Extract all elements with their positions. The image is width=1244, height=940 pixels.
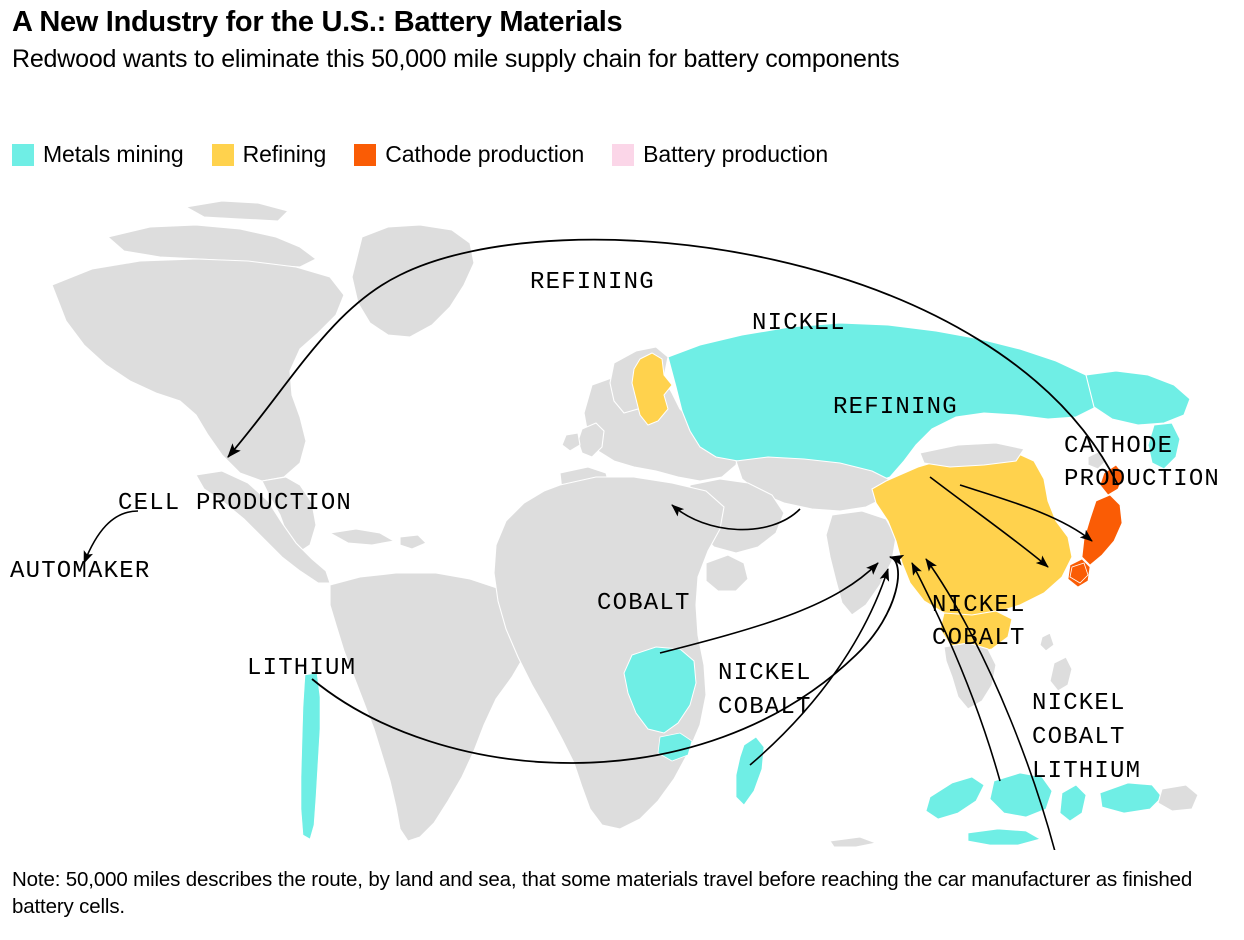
map-label-cathode-production-line1: CATHODE xyxy=(1064,433,1173,460)
region-indonesia-papua xyxy=(1099,782,1163,814)
region-caribbean xyxy=(328,528,396,546)
region-russia-kamchatka xyxy=(1147,422,1181,470)
region-taiwan xyxy=(1039,632,1055,652)
region-png xyxy=(1157,784,1199,812)
region-canada-arctic xyxy=(106,224,318,268)
map-label-indonesia-line1: NICKEL xyxy=(932,592,1026,619)
legend-item-refining: Refining xyxy=(211,141,327,167)
region-us-southeast xyxy=(261,476,317,554)
map-labels: CELL PRODUCTION AUTOMAKER REFINING NICKE… xyxy=(10,269,1220,785)
legend-label-cathode-production: Cathode production xyxy=(385,141,585,167)
legend-label-metals-mining: Metals mining xyxy=(43,141,184,167)
map-label-lithium-chile: LITHIUM xyxy=(247,655,356,682)
region-arctic-islands-2 xyxy=(184,200,290,222)
region-china-south xyxy=(939,610,1013,654)
page-subtitle: Redwood wants to eliminate this 50,000 m… xyxy=(12,45,900,73)
map-landmasses xyxy=(51,200,1199,848)
map-label-madagascar-line2: COBALT xyxy=(718,694,812,721)
map-label-refining-europe: REFINING xyxy=(530,269,655,296)
supply-chain-flows xyxy=(83,238,1119,850)
legend-swatch-battery-production xyxy=(612,143,635,166)
flow-cathode-to-cell-production xyxy=(227,238,1119,486)
legend-label-battery-production: Battery production xyxy=(643,141,829,167)
legend-label-refining: Refining xyxy=(242,141,327,167)
map-label-refining-china: REFINING xyxy=(833,394,958,421)
world-map: CELL PRODUCTION AUTOMAKER REFINING NICKE… xyxy=(0,185,1244,850)
flow-madagascar-to-china xyxy=(749,568,890,766)
map-label-nickel-russia: NICKEL xyxy=(752,310,846,337)
legend-swatch-metals-mining xyxy=(12,143,34,166)
region-antarctica-hint xyxy=(829,836,878,848)
region-indonesia-java xyxy=(967,828,1042,846)
region-drc xyxy=(623,646,697,734)
region-indonesia-sumatra xyxy=(925,776,985,820)
region-central-america xyxy=(195,470,331,584)
chart-note: Note: 50,000 miles describes the route, … xyxy=(12,868,1193,918)
region-indonesia-sulawesi xyxy=(1059,784,1087,822)
flow-lithium-chile-to-china xyxy=(311,554,905,764)
region-philippines xyxy=(1049,656,1073,692)
flow-australia-to-china xyxy=(925,558,1056,850)
legend: Metals mining Refining Cathode productio… xyxy=(12,143,856,166)
map-label-cell-production: CELL PRODUCTION xyxy=(118,490,352,517)
region-russia-far-east xyxy=(1085,370,1191,426)
region-russia xyxy=(667,322,1103,486)
region-japan xyxy=(1099,464,1125,496)
region-finland xyxy=(631,352,673,426)
region-indonesia-borneo xyxy=(989,772,1053,818)
legend-swatch-refining xyxy=(211,143,234,166)
map-label-cobalt-drc: COBALT xyxy=(597,590,691,617)
map-label-indonesia-line2: COBALT xyxy=(932,625,1026,652)
flow-china-to-korea xyxy=(929,476,1049,568)
legend-item-metals-mining: Metals mining xyxy=(12,143,184,166)
page-title: A New Industry for the U.S.: Battery Mat… xyxy=(12,6,623,38)
region-mongolia xyxy=(919,442,1025,468)
region-madagascar xyxy=(735,736,765,806)
region-caribbean-2 xyxy=(399,534,427,550)
flow-cell-production-to-automaker xyxy=(83,510,139,564)
map-label-madagascar-line1: NICKEL xyxy=(718,660,812,687)
map-label-automaker: AUTOMAKER xyxy=(10,558,150,585)
flow-china-to-japan xyxy=(959,484,1093,542)
region-north-america xyxy=(51,258,345,482)
map-label-australia-line3: LITHIUM xyxy=(1032,758,1141,785)
legend-item-battery-production: Battery production xyxy=(612,143,828,166)
flow-cobalt-drc-to-china xyxy=(659,562,879,654)
map-label-australia-line1: NICKEL xyxy=(1032,690,1126,717)
map-label-australia-line2: COBALT xyxy=(1032,724,1126,751)
flow-nickel-russia-to-finland xyxy=(671,504,801,531)
legend-item-cathode-production: Cathode production xyxy=(354,143,584,166)
region-south-america xyxy=(329,572,531,842)
region-horn-of-africa xyxy=(705,554,749,592)
region-japan-kyushu xyxy=(1069,562,1089,584)
region-ireland xyxy=(561,432,581,452)
region-greenland xyxy=(351,224,475,338)
region-chile xyxy=(300,672,321,840)
map-label-cathode-production-line2: PRODUCTION xyxy=(1064,466,1220,493)
legend-swatch-cathode-production xyxy=(354,143,377,166)
flow-indonesia-to-china xyxy=(911,562,1001,782)
